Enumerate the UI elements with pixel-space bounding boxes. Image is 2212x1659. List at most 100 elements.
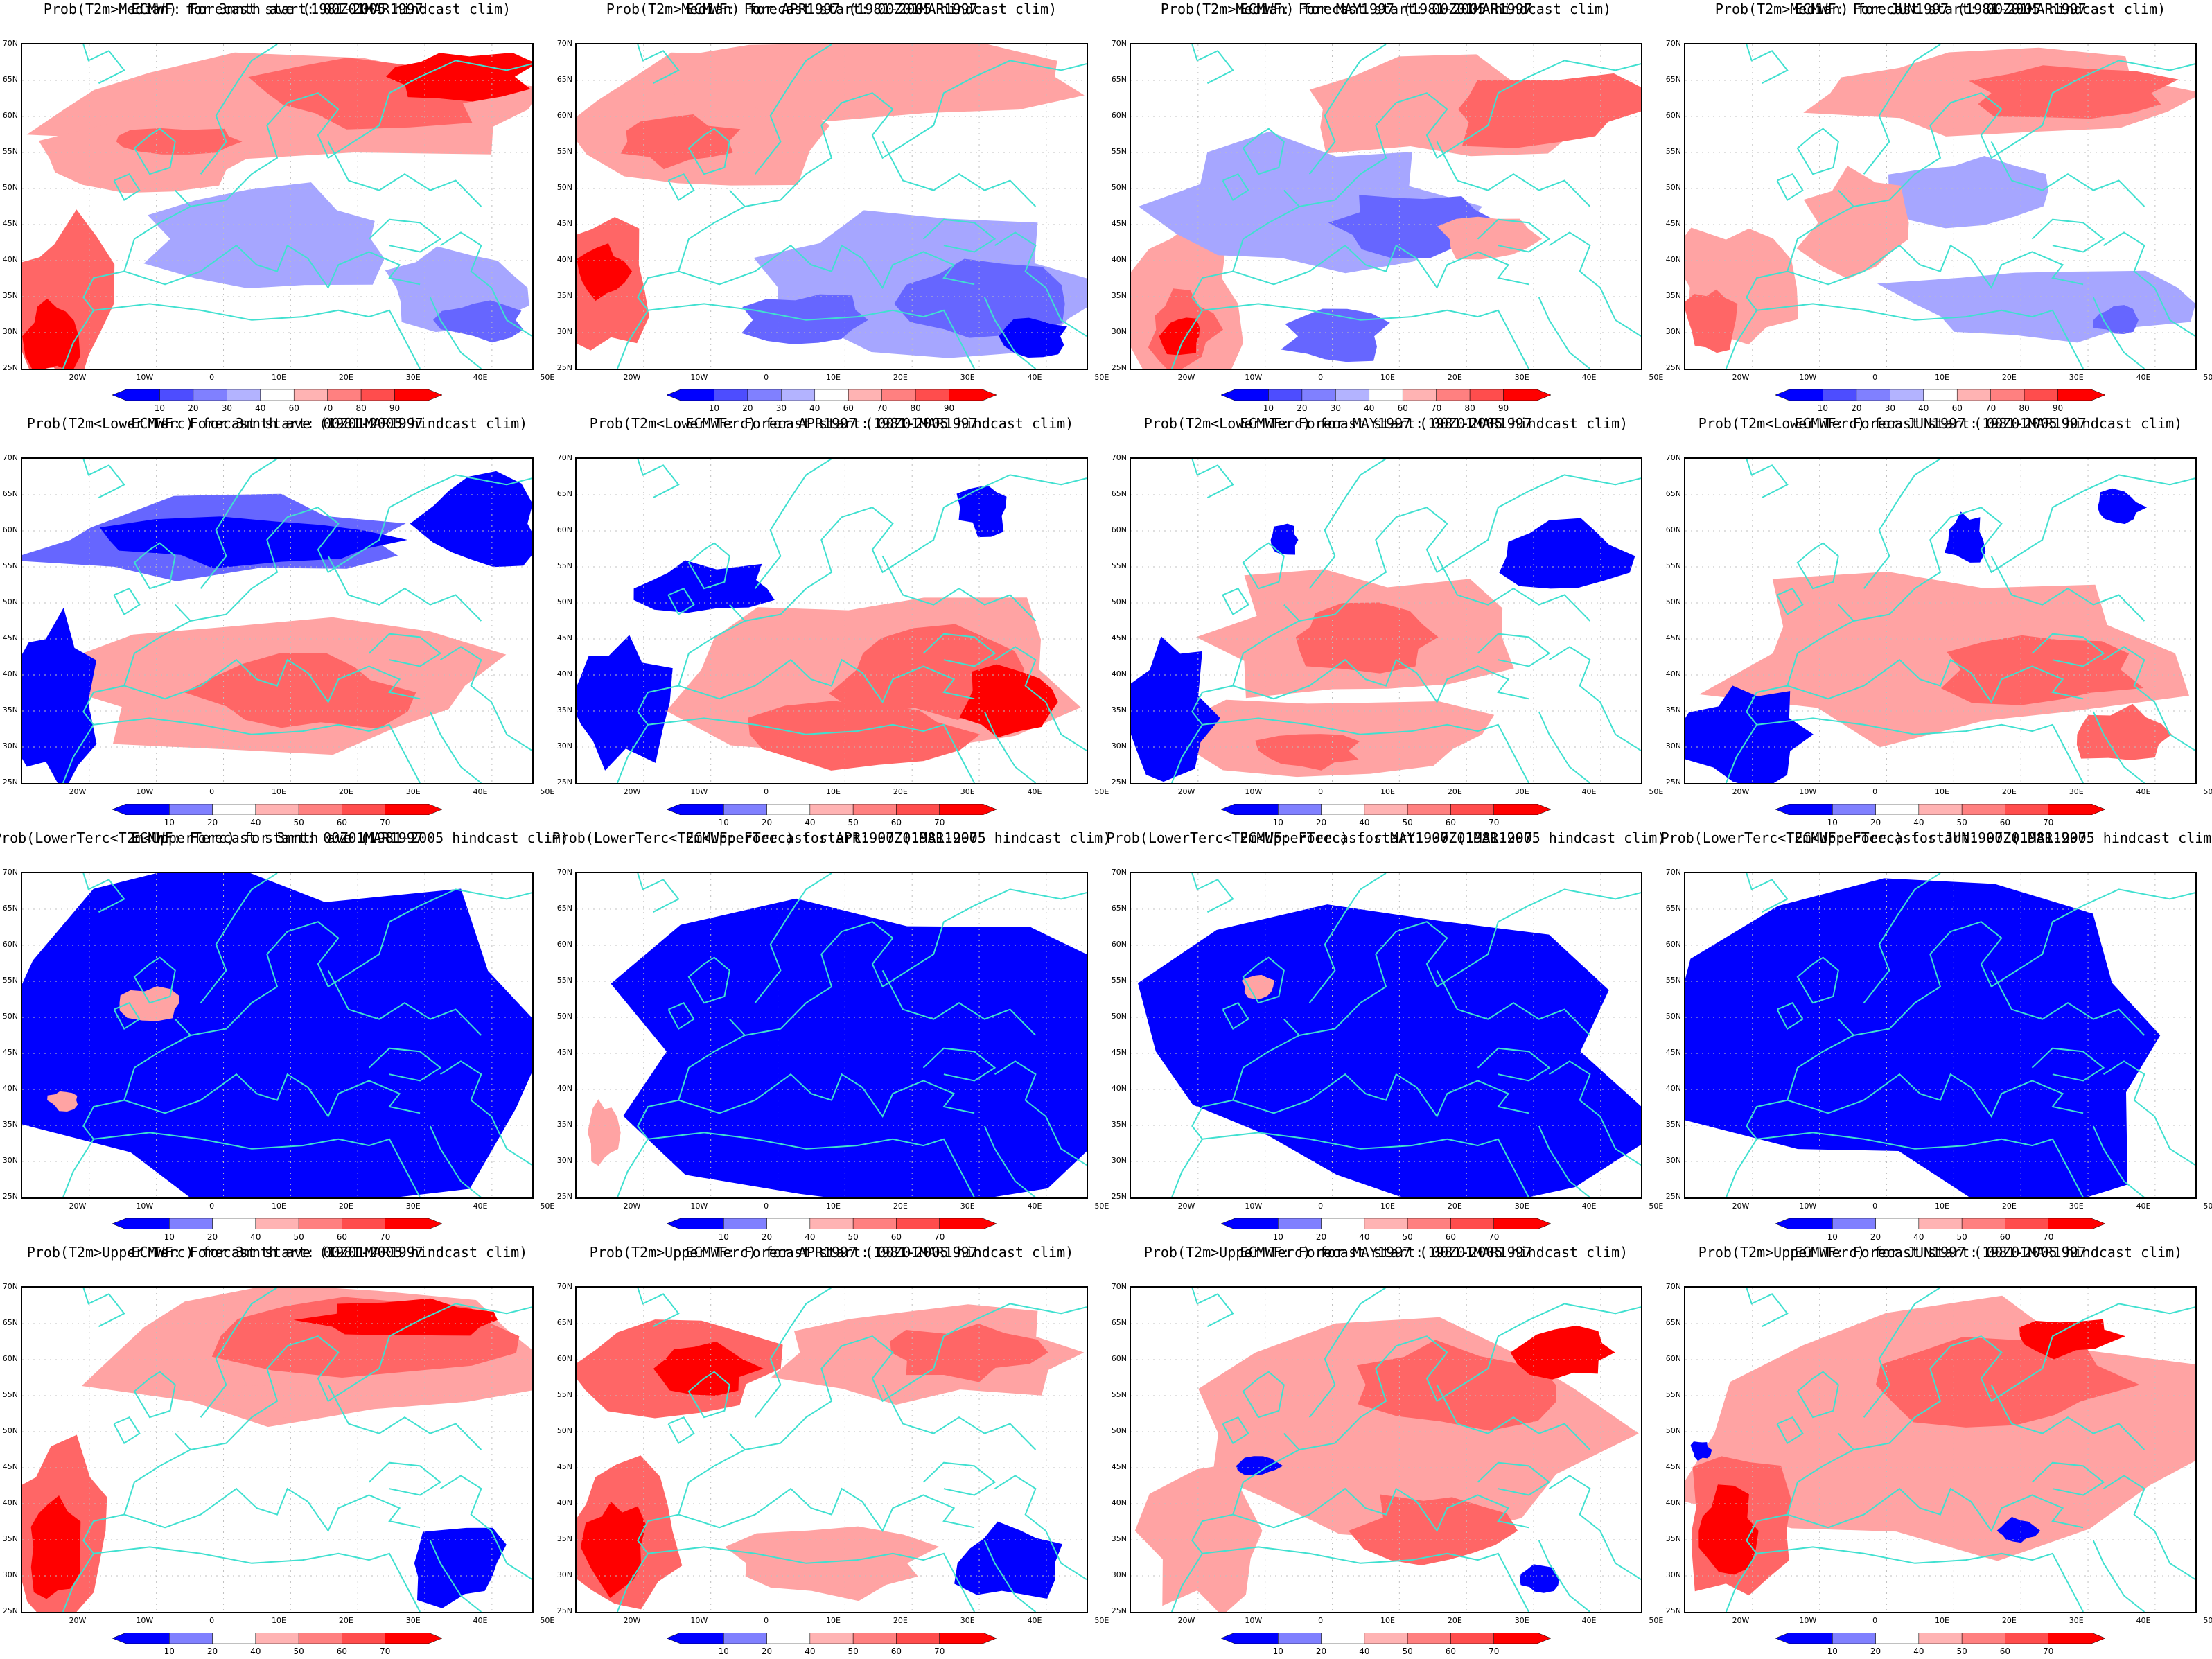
- panel-title: Prob(T2m>Median) for JUN1997 (1981-2005 …: [1714, 1, 2166, 17]
- colorbar-tick-label: 80: [2019, 403, 2030, 413]
- longitude-tick-label: 20W: [623, 1616, 641, 1625]
- latitude-tick-label: 25N: [1665, 1192, 1681, 1201]
- coastline: [754, 1288, 832, 1418]
- colorbar-tick-label: 10: [1263, 403, 1274, 413]
- longitude-tick-label: 10W: [690, 1202, 708, 1211]
- longitude-tick-label: 0: [209, 1616, 215, 1625]
- colorbar-tick-label: 50: [293, 1232, 304, 1242]
- coastline: [881, 969, 1037, 1036]
- probability-map: [1130, 872, 1642, 1199]
- panel-subtitle: ECMWF: Forecast start: 00Z01MAR1997: [685, 830, 978, 846]
- probability-contour: [414, 1527, 507, 1608]
- colorbar-tick-label: 20: [761, 1232, 773, 1242]
- coastline: [687, 128, 730, 175]
- coastline: [1746, 873, 1789, 913]
- coastline: [1170, 1432, 1301, 1612]
- coastline: [82, 44, 125, 85]
- colorbar-tick-label: 10: [164, 818, 175, 827]
- panel-title: Prob(LowerTerc<T2m<UpperTerc) for 3mnth …: [0, 830, 569, 846]
- latitude-tick-label: 60N: [1665, 111, 1681, 120]
- longitude-tick-label: 0: [1318, 787, 1324, 796]
- colorbar: [667, 804, 997, 815]
- colorbar-tick-label: 80: [1464, 403, 1475, 413]
- colorbar-tick-label: 10: [708, 403, 720, 413]
- latitude-tick-label: 70N: [1665, 868, 1681, 877]
- coastline: [637, 44, 680, 85]
- coastline: [667, 173, 695, 202]
- coastline: [429, 1125, 482, 1197]
- colorbar-segment: [1278, 1633, 1322, 1644]
- longitude-tick-label: 0: [1872, 1202, 1878, 1211]
- colorbar-segment: [1268, 389, 1303, 401]
- coastline: [2031, 1047, 2105, 1082]
- longitude-tick-label: 10E: [826, 1202, 841, 1211]
- colorbar-tick-label: 60: [1999, 818, 2011, 827]
- longitude-tick-label: 20W: [1732, 373, 1750, 382]
- latitude-tick-label: 25N: [1665, 1606, 1681, 1615]
- panel-title: Prob(T2m>Upper Terc) for JUN1997 (1981-2…: [1698, 1244, 2183, 1261]
- latitude-tick-label: 45N: [1111, 1048, 1127, 1057]
- latitude-tick-label: 40N: [1111, 669, 1127, 678]
- probability-contour: [1159, 317, 1200, 356]
- colorbar-tick-label: 70: [380, 818, 391, 827]
- longitude-tick-label: 40E: [1581, 1202, 1597, 1211]
- longitude-tick-label: 10E: [1380, 1616, 1395, 1625]
- coastline: [327, 555, 482, 622]
- probability-contour: [1685, 878, 2161, 1197]
- colorbar-tick-label: 30: [1330, 403, 1341, 413]
- latitude-tick-label: 55N: [2, 976, 18, 985]
- coastline: [994, 646, 1087, 752]
- coastline: [678, 244, 975, 290]
- latitude-tick-label: 65N: [1665, 904, 1681, 913]
- probability-map: [1684, 872, 2197, 1199]
- coastline: [744, 474, 1087, 622]
- colorbar-segment: [1961, 804, 2005, 815]
- coastline: [1191, 459, 1234, 499]
- colorbar-segment: [212, 1633, 256, 1644]
- coastline: [133, 128, 176, 175]
- colorbar-tick-label: 30: [221, 403, 232, 413]
- coastline: [922, 1047, 997, 1082]
- latitude-tick-label: 60N: [1111, 525, 1127, 534]
- latitude-tick-label: 25N: [2, 778, 18, 787]
- coastline: [1548, 646, 1641, 752]
- coastline: [881, 555, 1037, 622]
- colorbar-tick-label: 60: [336, 1232, 348, 1242]
- panel-title: Prob(T2m>Median) for 3mnth ave (1981-200…: [43, 1, 511, 17]
- longitude-tick-label: 10W: [1245, 1202, 1263, 1211]
- longitude-tick-label: 10W: [1799, 787, 1817, 796]
- longitude-tick-label: 20E: [893, 1616, 908, 1625]
- coastline: [2092, 1125, 2145, 1197]
- colorbar-segment: [896, 1633, 940, 1644]
- latitude-tick-label: 50N: [1111, 1012, 1127, 1021]
- colorbar-tick-label: 10: [164, 1647, 175, 1656]
- colorbar-tick-label: 20: [207, 1647, 218, 1656]
- colorbar-tick-label: 10: [164, 1232, 175, 1242]
- colorbar-tick-label: 20: [1870, 818, 1881, 827]
- coastline: [133, 956, 176, 1004]
- panel-title: Prob(LowerTerc<T2m<UpperTerc) for APR199…: [552, 830, 1112, 846]
- probability-contour: [1270, 523, 1299, 555]
- colorbar-segment: [1918, 1218, 1963, 1229]
- colorbar-segment: [2057, 389, 2105, 401]
- coastline: [93, 1132, 421, 1197]
- colorbar-segment: [1407, 804, 1451, 815]
- coastline: [113, 173, 141, 202]
- colorbar-tick-label: 40: [1359, 1232, 1370, 1242]
- colorbar-tick-label: 50: [1402, 818, 1413, 827]
- panel-subtitle: ECMWF: Forecast start: 00Z01MAR1997: [1794, 1244, 2087, 1261]
- latitude-tick-label: 65N: [1665, 1318, 1681, 1327]
- colorbar-segment: [667, 1218, 724, 1229]
- colorbar: [1775, 1218, 2105, 1229]
- coastline: [616, 189, 746, 369]
- coastline: [983, 297, 1037, 369]
- panel-subtitle: ECMWF: Forecast start: 00Z01MAR1997: [1240, 415, 1532, 432]
- latitude-tick-label: 55N: [556, 561, 572, 570]
- probability-contour: [410, 471, 532, 568]
- coastline: [62, 189, 192, 369]
- latitude-tick-label: 35N: [1665, 1534, 1681, 1543]
- coastline: [368, 218, 442, 253]
- coastline: [1756, 717, 2084, 783]
- latitude-tick-label: 40N: [1111, 1498, 1127, 1507]
- latitude-tick-label: 70N: [2, 868, 18, 877]
